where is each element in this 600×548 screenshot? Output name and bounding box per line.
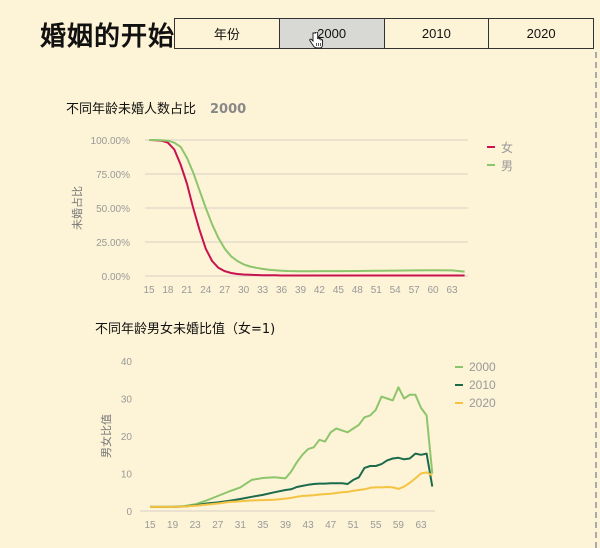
series-line-2010 [150,452,434,508]
chart1-title: 不同年龄未婚人数占比 2000 [66,98,246,117]
tab-2010[interactable]: 2010 [384,19,490,48]
y-tick-label: 25.00% [96,238,130,249]
y-tick-label: 30 [121,395,133,406]
x-tick-label: 51 [371,285,383,296]
y-axis-label: 男女比值 [99,414,113,458]
x-tick-label: 63 [446,285,458,296]
x-tick-label: 59 [393,520,405,531]
legend-label: 2020 [469,396,496,410]
y-tick-label: 10 [121,470,133,481]
x-tick-label: 60 [428,285,440,296]
x-tick-label: 27 [219,285,231,296]
y-tick-label: 0.00% [102,272,130,283]
series-line-女 [148,139,465,277]
legend-swatch [487,164,495,166]
x-tick-label: 57 [409,285,421,296]
x-tick-label: 36 [276,285,288,296]
x-tick-label: 39 [280,520,292,531]
x-tick-label: 24 [200,285,212,296]
y-tick-label: 75.00% [96,170,130,181]
series-line-2000 [150,386,434,508]
y-tick-label: 50.00% [96,204,130,215]
x-tick-label: 30 [238,285,250,296]
chart2-legend: 2000 2010 2020 [455,358,496,412]
y-tick-label: 100.00% [91,136,131,147]
x-tick-label: 27 [212,520,224,531]
x-tick-label: 23 [190,520,202,531]
chart1-legend: 女男 [487,138,513,174]
x-tick-label: 55 [370,520,382,531]
year-tab-bar: 年份 2000 2010 2020 [174,18,594,49]
x-tick-label: 47 [325,520,337,531]
y-tick-label: 0 [126,507,132,518]
x-tick-label: 18 [162,285,174,296]
y-axis-label: 未婚占比 [70,186,84,230]
x-tick-label: 48 [352,285,364,296]
x-tick-label: 15 [144,520,156,531]
legend-item[interactable]: 2000 [455,358,496,376]
x-tick-label: 19 [167,520,179,531]
y-tick-label: 20 [121,432,133,443]
legend-item[interactable]: 女 [487,138,513,156]
x-tick-label: 42 [314,285,326,296]
series-line-男 [149,139,465,273]
legend-item[interactable]: 2020 [455,394,496,412]
hand-cursor-icon [309,32,323,49]
x-tick-label: 39 [295,285,307,296]
x-tick-label: 31 [235,520,247,531]
x-tick-label: 35 [257,520,269,531]
tab-2020[interactable]: 2020 [489,19,593,48]
legend-swatch [487,146,495,148]
x-tick-label: 33 [257,285,269,296]
series-line-2020 [150,471,433,508]
tab-year-label[interactable]: 年份 [175,19,280,48]
legend-item[interactable]: 2010 [455,376,496,394]
legend-swatch [455,366,463,368]
x-tick-label: 21 [181,285,193,296]
x-tick-label: 63 [415,520,427,531]
chart1-title-text: 不同年龄未婚人数占比 [66,102,197,117]
legend-label: 2010 [469,378,496,392]
legend-swatch [455,384,463,386]
legend-label: 女 [501,140,514,155]
x-tick-label: 54 [390,285,402,296]
chart2-title: 不同年龄男女未婚比值（女=1) [95,322,276,337]
page-title: 婚姻的开始 [40,22,176,52]
legend-label: 2000 [469,360,496,374]
legend-item[interactable]: 男 [487,156,513,174]
divider-dashed [595,52,597,548]
y-tick-label: 40 [121,357,133,368]
x-tick-label: 43 [303,520,315,531]
x-tick-label: 51 [348,520,360,531]
x-tick-label: 45 [333,285,345,296]
tab-2000[interactable]: 2000 [279,19,385,48]
x-tick-label: 15 [143,285,155,296]
legend-label: 男 [501,158,514,173]
chart1-year: 2000 [210,102,247,117]
legend-swatch [455,402,463,404]
